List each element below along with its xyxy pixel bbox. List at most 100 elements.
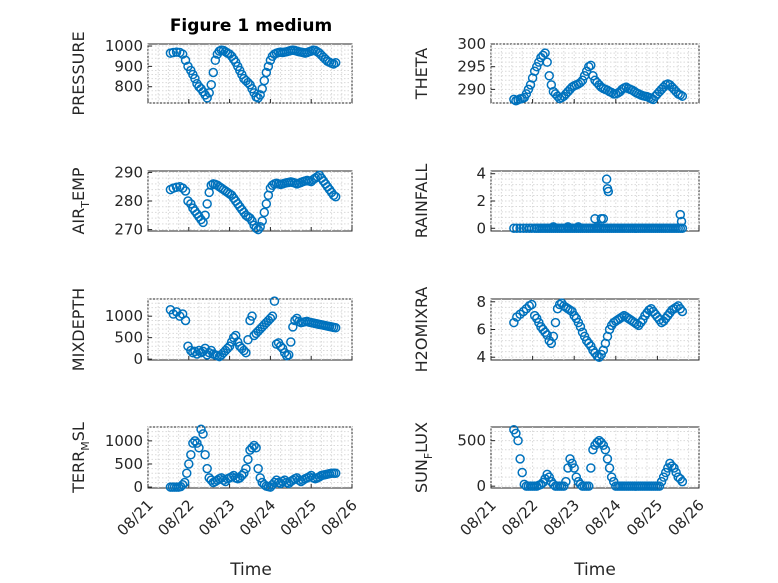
data-point <box>275 341 286 352</box>
y-axis-label: H2OMIXRA <box>412 287 431 373</box>
data-point <box>598 213 609 224</box>
data-point <box>208 67 219 78</box>
figure-title: Figure 1 medium <box>170 16 332 36</box>
y-tick-label: 290 <box>457 80 486 98</box>
markers <box>509 298 688 362</box>
data-point <box>249 440 259 451</box>
y-axis-label: AIRTEMP <box>69 167 92 234</box>
data-point <box>565 454 575 464</box>
y-tick-label: 280 <box>114 192 143 210</box>
y-tick-label: 1000 <box>105 307 143 325</box>
data-point <box>218 475 229 485</box>
y-tick-label: 300 <box>457 35 486 53</box>
data-point <box>243 454 253 465</box>
data-point <box>177 480 188 490</box>
data-point <box>255 473 265 483</box>
data-point <box>263 61 274 72</box>
data-point <box>202 93 212 103</box>
y-tick-label: 0 <box>476 477 486 495</box>
markers <box>165 424 341 492</box>
data-point <box>183 196 193 206</box>
data-point <box>330 468 341 478</box>
data-point <box>563 222 573 232</box>
subplot-5: 0 500 1000 MIXDEPTH <box>69 288 353 371</box>
data-point <box>286 337 296 347</box>
data-point <box>677 306 688 317</box>
data-point <box>196 424 206 435</box>
data-point <box>241 347 251 358</box>
y-axis-label: SUNFLUX <box>412 422 435 493</box>
data-point <box>601 174 612 184</box>
data-point <box>602 454 613 464</box>
y-tick-label: 1000 <box>105 37 143 55</box>
data-point <box>247 443 257 453</box>
subplot-6: 4 6 8 H2OMIXRA <box>412 287 700 373</box>
data-point <box>658 472 669 482</box>
data-point <box>177 183 188 193</box>
data-point <box>180 55 191 66</box>
y-tick-label: 295 <box>457 58 486 76</box>
data-point <box>654 315 665 325</box>
data-point <box>604 463 615 473</box>
data-point <box>509 223 519 234</box>
data-point <box>265 313 276 324</box>
data-point <box>548 222 559 232</box>
data-point <box>552 91 563 101</box>
data-point <box>598 440 609 450</box>
data-point <box>267 311 278 321</box>
data-point <box>567 458 577 469</box>
x-axis-label-right: Time <box>573 560 616 580</box>
markers <box>165 296 341 362</box>
data-point <box>538 50 548 61</box>
y-tick-label: 500 <box>114 455 143 473</box>
data-point <box>677 91 688 101</box>
y-axis-label: TERRMSL <box>69 422 92 494</box>
y-tick-label: 500 <box>114 329 143 347</box>
data-point <box>179 477 190 488</box>
y-tick-label: 0 <box>133 478 143 496</box>
data-point <box>529 310 540 321</box>
data-point <box>200 210 210 221</box>
data-point <box>328 190 339 201</box>
data-point <box>330 191 341 202</box>
data-point <box>251 223 261 233</box>
data-point <box>676 216 687 227</box>
data-point <box>239 468 249 478</box>
y-axis-label: THETA <box>412 48 431 100</box>
data-point <box>180 315 191 326</box>
data-point <box>542 469 552 480</box>
data-point <box>667 461 677 471</box>
data-point <box>518 306 529 317</box>
data-point <box>671 467 681 478</box>
data-point <box>194 345 204 356</box>
data-point <box>190 73 200 84</box>
markers <box>165 45 341 103</box>
data-point <box>261 67 272 78</box>
y-tick-label: 8 <box>476 293 486 311</box>
data-point <box>517 467 527 478</box>
data-point <box>544 71 554 81</box>
data-point <box>222 343 233 354</box>
data-point <box>548 331 559 342</box>
data-point <box>584 61 594 72</box>
data-point <box>575 321 586 332</box>
data-point <box>257 216 267 226</box>
data-point <box>186 449 196 460</box>
data-point <box>586 60 596 71</box>
data-point <box>241 463 251 474</box>
data-point <box>675 303 686 314</box>
data-point <box>603 186 614 197</box>
data-point <box>600 445 611 455</box>
data-point <box>527 223 537 234</box>
data-point <box>606 472 617 482</box>
data-point <box>180 186 191 196</box>
data-point <box>192 438 202 448</box>
data-point <box>571 472 582 482</box>
data-point <box>592 351 602 361</box>
data-point <box>194 443 204 453</box>
data-point <box>243 335 253 345</box>
subplot-3: 270 280 290 AIRTEMP <box>69 163 353 239</box>
y-tick-label: 0 <box>133 350 143 368</box>
data-point <box>569 463 579 473</box>
